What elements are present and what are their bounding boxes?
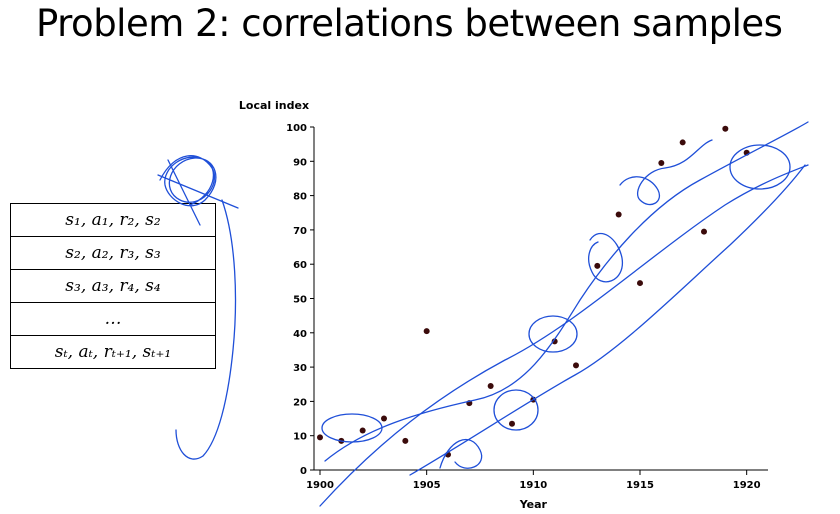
y-tick-label: 50: [293, 295, 307, 306]
data-point: [466, 400, 473, 407]
y-tick-label: 30: [293, 363, 307, 374]
data-point: [743, 149, 750, 156]
data-point: [381, 415, 387, 422]
data-point: [658, 160, 665, 167]
data-point: [338, 437, 345, 444]
data-point: [615, 211, 622, 218]
x-axis-label: Year: [519, 498, 548, 511]
data-point: [722, 125, 729, 132]
chart-axes: 0 10 20 30 40 50 60 70 80 90 100 1900 1905 1910 1915 19…: [239, 99, 768, 511]
x-tick-label: 1920: [733, 480, 761, 491]
data-point: [359, 427, 366, 434]
y-axis-label: Local index: [239, 99, 309, 112]
data-point: [402, 437, 409, 444]
y-tick-label: 40: [293, 329, 307, 340]
x-tick-label: 1910: [519, 480, 547, 491]
data-point: [530, 396, 537, 403]
y-tick-label: 10: [293, 432, 307, 443]
x-tick-label: 1905: [413, 480, 441, 491]
y-tick-label: 0: [300, 466, 307, 477]
data-point: [594, 262, 601, 269]
data-point: [317, 434, 323, 441]
y-tick-label: 60: [293, 260, 307, 271]
data-point: [445, 451, 451, 458]
x-tick-label: 1900: [306, 480, 334, 491]
data-point: [573, 362, 579, 369]
y-tick-label: 20: [293, 397, 307, 408]
x-tick-label: 1915: [626, 480, 654, 491]
y-tick-label: 100: [286, 123, 307, 134]
y-tick-label: 70: [293, 226, 307, 237]
data-point: [701, 228, 707, 235]
data-point: [551, 338, 558, 345]
chart-points: [317, 125, 750, 458]
y-tick-label: 80: [293, 192, 307, 203]
data-point: [679, 139, 686, 146]
data-point: [637, 280, 643, 287]
y-tick-label: 90: [293, 157, 307, 168]
slide-title: Problem 2: correlations between samples: [36, 2, 783, 45]
data-point: [487, 382, 494, 389]
data-point: [423, 328, 430, 335]
data-point: [509, 420, 515, 427]
